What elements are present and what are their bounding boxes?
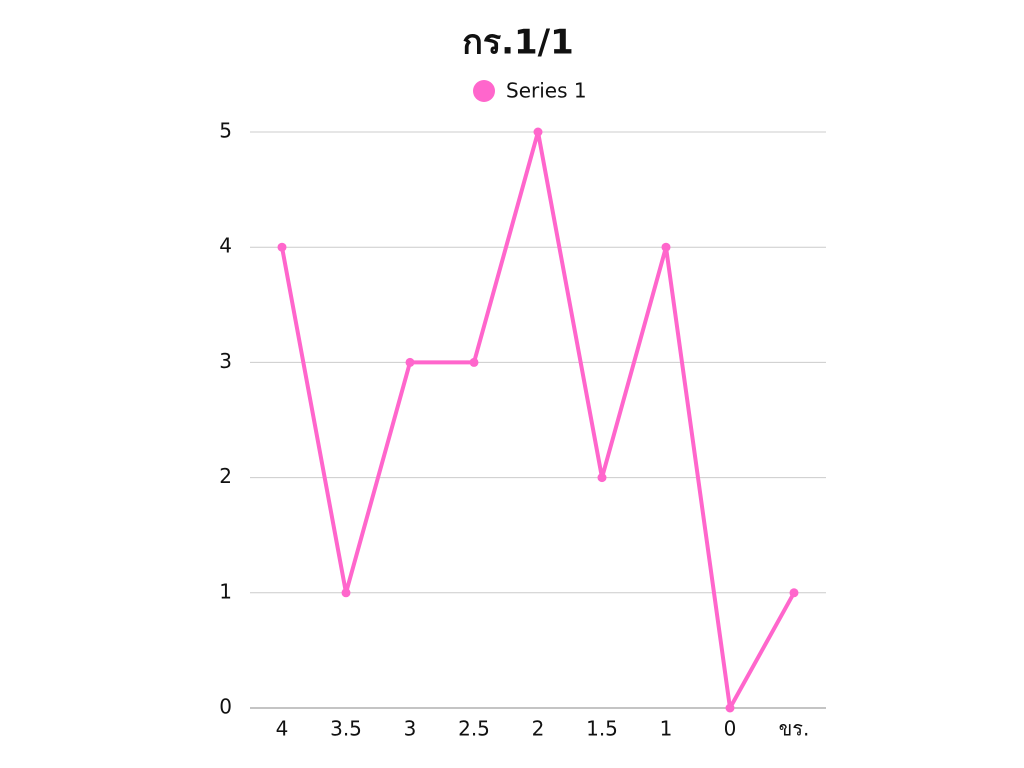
series-line [280, 130, 796, 710]
y-tick-label: 2 [219, 464, 232, 488]
legend-marker [473, 80, 495, 102]
x-tick-label: 2.5 [458, 717, 490, 741]
x-tick-label: 3.5 [330, 717, 362, 741]
data-point [405, 357, 415, 367]
x-tick-label: 4 [276, 717, 289, 741]
data-point [341, 588, 351, 598]
y-tick-label: 3 [219, 349, 232, 373]
x-tick-label: 2 [532, 717, 545, 741]
data-point [277, 242, 287, 252]
x-tick-label: 1 [660, 717, 673, 741]
data-point [789, 588, 799, 598]
data-point [533, 127, 543, 137]
x-tick-label: ขร. [779, 717, 810, 741]
data-point [469, 357, 479, 367]
data-point [597, 473, 607, 483]
y-tick-label: 5 [219, 119, 232, 143]
y-tick-label: 0 [219, 695, 232, 719]
legend-label: Series 1 [506, 79, 587, 103]
x-tick-label: 3 [404, 717, 417, 741]
data-point [661, 242, 671, 252]
x-tick-label: 1.5 [586, 717, 618, 741]
chart-title: กร.1/1 [462, 23, 574, 63]
x-tick-label: 0 [724, 717, 737, 741]
y-tick-label: 1 [219, 579, 232, 603]
y-tick-label: 4 [219, 234, 232, 258]
data-point [725, 703, 735, 713]
